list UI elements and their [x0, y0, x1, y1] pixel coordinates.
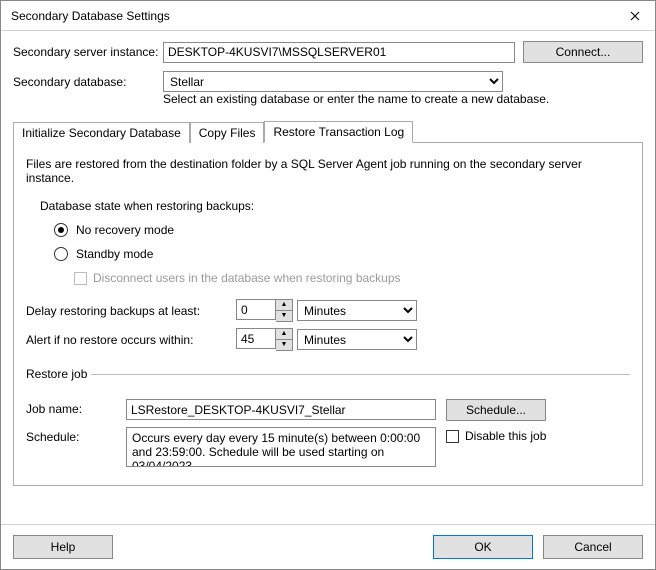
job-name-input[interactable]: [126, 399, 436, 420]
job-name-label: Job name:: [26, 399, 126, 416]
radio-standby-label: Standby mode: [76, 247, 153, 261]
alert-unit-select[interactable]: Minutes: [297, 329, 417, 350]
schedule-button[interactable]: Schedule...: [446, 399, 546, 421]
tab-panel-restore: Files are restored from the destination …: [13, 142, 643, 486]
restore-job-group: Restore job Job name: Schedule... Schedu…: [26, 367, 630, 473]
tab-control: Initialize Secondary Database Copy Files…: [13, 120, 643, 486]
delay-unit-select[interactable]: Minutes: [297, 300, 417, 321]
disable-job-checkbox[interactable]: [446, 430, 459, 443]
radio-icon: [54, 223, 68, 237]
dialog-footer: Help OK Cancel: [1, 524, 655, 569]
connect-button[interactable]: Connect...: [523, 41, 643, 63]
titlebar: Secondary Database Settings: [1, 1, 655, 31]
tab-copy-files[interactable]: Copy Files: [190, 122, 265, 143]
checkbox-icon: [74, 272, 87, 285]
alert-value-input[interactable]: [236, 328, 276, 349]
window-title: Secondary Database Settings: [11, 9, 170, 23]
schedule-label: Schedule:: [26, 427, 126, 444]
checkbox-disconnect-users: Disconnect users in the database when re…: [74, 271, 630, 285]
delay-spinner[interactable]: ▲▼: [236, 299, 293, 322]
ok-button[interactable]: OK: [433, 535, 533, 559]
dialog-window: Secondary Database Settings Secondary se…: [0, 0, 656, 570]
radio-no-recovery-label: No recovery mode: [76, 223, 174, 237]
server-instance-label: Secondary server instance:: [13, 45, 163, 59]
content-area: Secondary server instance: Connect... Se…: [1, 31, 655, 524]
alert-label: Alert if no restore occurs within:: [26, 333, 236, 347]
cancel-button[interactable]: Cancel: [543, 535, 643, 559]
delay-value-input[interactable]: [236, 299, 276, 320]
disable-job-label: Disable this job: [465, 429, 546, 443]
radio-no-recovery[interactable]: No recovery mode: [54, 223, 630, 237]
alert-spinner[interactable]: ▲▼: [236, 328, 293, 351]
disconnect-label: Disconnect users in the database when re…: [93, 271, 401, 285]
database-label: Secondary database:: [13, 75, 163, 89]
spinner-buttons[interactable]: ▲▼: [276, 328, 293, 351]
database-hint: Select an existing database or enter the…: [163, 92, 643, 106]
db-state-label: Database state when restoring backups:: [40, 199, 630, 213]
delay-label: Delay restoring backups at least:: [26, 304, 236, 318]
help-button[interactable]: Help: [13, 535, 113, 559]
tab-initialize[interactable]: Initialize Secondary Database: [13, 122, 190, 143]
server-instance-input: [163, 42, 515, 63]
spinner-buttons[interactable]: ▲▼: [276, 299, 293, 322]
restore-intro: Files are restored from the destination …: [26, 157, 630, 185]
schedule-text: Occurs every day every 15 minute(s) betw…: [126, 427, 436, 467]
database-select[interactable]: Stellar: [163, 71, 503, 92]
restore-job-legend: Restore job: [26, 367, 91, 381]
radio-standby[interactable]: Standby mode: [54, 247, 630, 261]
radio-icon: [54, 247, 68, 261]
tab-restore-log[interactable]: Restore Transaction Log: [264, 121, 413, 143]
close-icon[interactable]: [615, 1, 655, 31]
